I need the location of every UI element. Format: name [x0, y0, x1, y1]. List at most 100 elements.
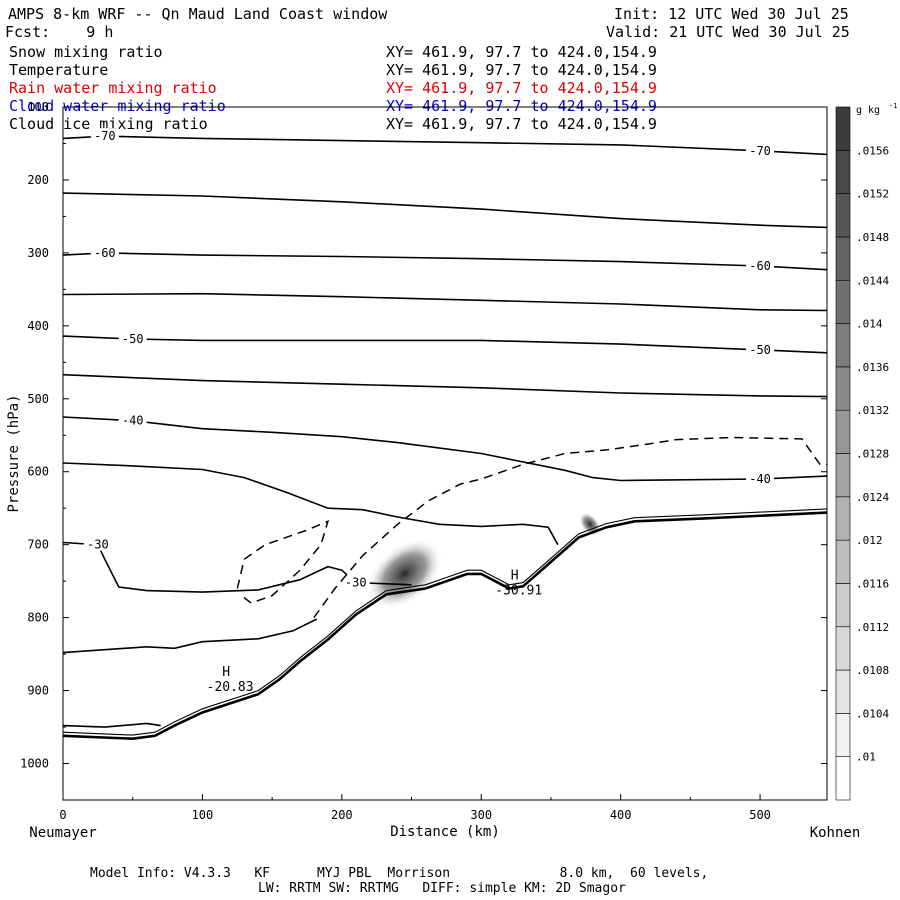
cloud-ice-contour [313, 436, 827, 619]
contour-label-bg [746, 341, 775, 356]
contour-label-bg [746, 258, 775, 273]
colorbar-tick-label: .0136 [856, 361, 889, 374]
field-name: Rain water mixing ratio [9, 79, 217, 97]
isotherm [62, 373, 828, 398]
snow-shading [366, 538, 443, 610]
isotherm [62, 416, 828, 482]
colorbar-swatch [835, 409, 851, 454]
isotherm [62, 252, 828, 271]
contour-label: -40 [122, 414, 144, 428]
contour-label: -30 [87, 538, 109, 552]
model-info: Model Info: V4.3.3 KF MYJ PBL Morrison 8… [90, 866, 709, 881]
colorbar-swatch [835, 713, 851, 757]
colorbar-swatch [835, 106, 851, 151]
field-xy: XY= 461.9, 97.7 to 424.0,154.9 [386, 61, 657, 79]
field-xy: XY= 461.9, 97.7 to 424.0,154.9 [386, 97, 657, 115]
terrain-surface-upper [62, 508, 828, 736]
colorbar-tick-label: .0148 [856, 231, 889, 244]
colorbar-swatch [835, 323, 851, 368]
y-axis-label: Pressure (hPa) [6, 394, 22, 512]
colorbar-tick-label: .0104 [856, 707, 889, 720]
y-tick-label: 300 [27, 246, 49, 260]
colorbar-tick-label: .0144 [856, 274, 889, 287]
isotherm [62, 292, 828, 312]
left-station-label: Neumayer [29, 825, 96, 841]
field-name: Temperature [9, 61, 109, 79]
field-name: Cloud water mixing ratio [9, 97, 226, 115]
contour-label-bg [90, 244, 119, 259]
contour-label-bg [83, 536, 112, 551]
x-tick-label: 400 [610, 808, 632, 822]
x-tick-label: 0 [59, 808, 66, 822]
x-tick-label: 200 [331, 808, 353, 822]
colorbar-tick-label: .0156 [856, 144, 889, 157]
colorbar-swatch [835, 279, 851, 324]
cloud-ice-contour [236, 519, 330, 604]
y-tick-label: 500 [27, 392, 49, 406]
right-station-label: Kohnen [810, 825, 861, 841]
colorbar-tick-label: .014 [856, 318, 883, 331]
colorbar-swatch [835, 496, 851, 541]
y-tick-label: 600 [27, 465, 49, 479]
y-tick-label: 700 [27, 538, 49, 552]
colorbar-tick-label: .0112 [856, 621, 889, 634]
y-tick-label: 1000 [20, 757, 49, 771]
colorbar-tick-label: .0152 [856, 188, 889, 201]
contour-label-bg [118, 330, 147, 345]
colorbar-tick-label: .0128 [856, 448, 889, 461]
contour-label: -30 [345, 576, 367, 590]
model-physics: LW: RRTM SW: RRTMG DIFF: simple KM: 2D S… [258, 881, 626, 896]
y-tick-label: 800 [27, 611, 49, 625]
colorbar-swatch [835, 539, 851, 584]
contour-label: -50 [749, 343, 771, 357]
field-xy: XY= 461.9, 97.7 to 424.0,154.9 [386, 115, 657, 133]
contour-label: -70 [94, 129, 116, 143]
colorbar-tick-label: .0116 [856, 577, 889, 590]
y-tick-label: 100 [27, 100, 49, 114]
isotherm [62, 618, 318, 654]
x-axis-label: Distance (km) [390, 824, 500, 840]
snow-shading [578, 512, 602, 537]
colorbar-swatch [835, 583, 851, 628]
contour-label: -40 [749, 472, 771, 486]
x-tick-label: 100 [192, 808, 214, 822]
high-marker-label: H [222, 665, 230, 680]
colorbar-swatch [835, 669, 851, 714]
contour-label-bg [341, 574, 370, 589]
isotherm [62, 192, 828, 229]
terrain-surface [62, 511, 828, 741]
contour-label: -50 [122, 332, 144, 346]
init-time: Init: 12 UTC Wed 30 Jul 25 [614, 5, 849, 23]
high-marker-value: -20.83 [207, 680, 254, 695]
plot-frame [62, 106, 828, 801]
contour-label-bg [746, 142, 775, 157]
field-xy: XY= 461.9, 97.7 to 424.0,154.9 [386, 79, 657, 97]
isotherm [62, 135, 828, 156]
x-tick-label: 300 [470, 808, 492, 822]
contour-label-bg [746, 471, 775, 486]
contour-label-bg [118, 412, 147, 427]
isotherm [62, 541, 412, 593]
colorbar-swatch [835, 756, 851, 801]
colorbar-swatch [835, 453, 851, 498]
high-marker-value: -30.91 [495, 584, 542, 599]
y-tick-label: 200 [27, 173, 49, 187]
isotherm [62, 722, 161, 728]
contour-label: -60 [749, 259, 771, 273]
colorbar-tick-label: .01 [856, 751, 876, 764]
contour-label: -60 [94, 246, 116, 260]
colorbar-swatch [835, 193, 851, 238]
field-name: Cloud ice mixing ratio [9, 115, 208, 133]
high-marker-label: H [511, 569, 519, 584]
colorbar-tick-label: .012 [856, 534, 883, 547]
isotherm [62, 335, 828, 354]
contour-label: -70 [749, 144, 771, 158]
valid-time: Valid: 21 UTC Wed 30 Jul 25 [606, 23, 850, 41]
colorbar-swatch [835, 366, 851, 411]
colorbar-tick-label: .0132 [856, 404, 889, 417]
colorbar-swatch [835, 236, 851, 281]
field-xy: XY= 461.9, 97.7 to 424.0,154.9 [386, 43, 657, 61]
contour-label-bg [90, 128, 119, 143]
colorbar-swatch [835, 150, 851, 194]
